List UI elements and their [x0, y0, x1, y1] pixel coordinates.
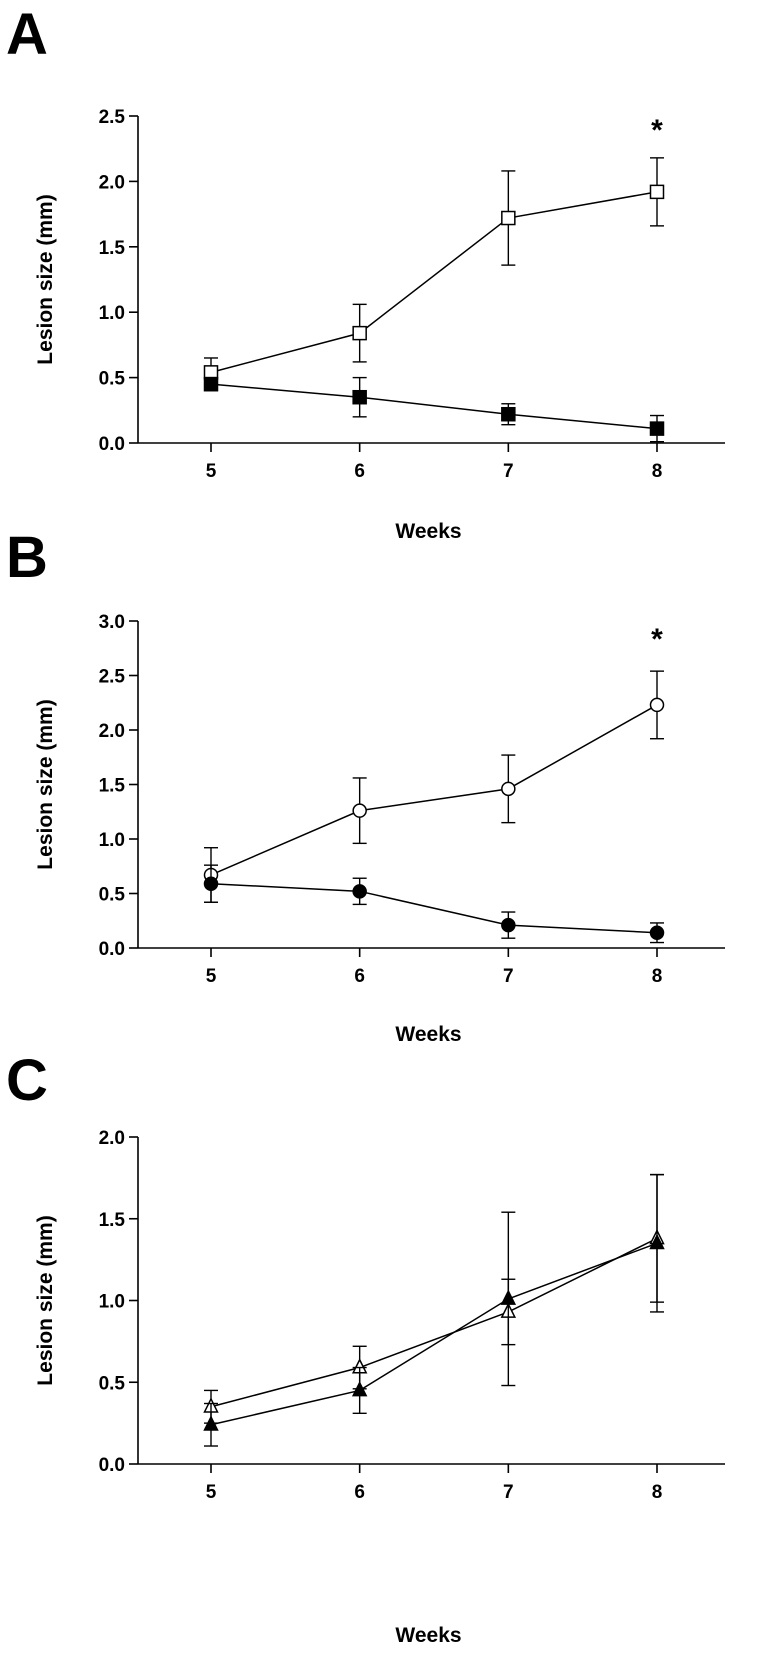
- y-tick-label: 0.5: [99, 885, 126, 906]
- y-tick-label: 1.5: [99, 238, 126, 259]
- panel-c: C 0.0 0.5 1.0 1.5 2.0 5 6 7 8 Weeks Lesion size (m…: [0, 1052, 780, 1657]
- significance-asterisk: *: [651, 114, 663, 147]
- y-tick-label: 1.5: [99, 1210, 126, 1231]
- significance-asterisk: *: [651, 623, 663, 656]
- data-point-circle: [352, 803, 367, 818]
- data-point-square: [203, 376, 219, 392]
- y-tick-label: 2.5: [99, 107, 126, 128]
- y-axis-title: Lesion size (mm): [34, 1215, 57, 1385]
- y-tick-label: 0.5: [99, 1373, 126, 1394]
- y-tick-label: 2.0: [99, 172, 125, 193]
- y-tick-label: 1.0: [99, 303, 125, 324]
- x-tick-label: 8: [652, 966, 663, 987]
- x-tick-label: 6: [354, 966, 365, 987]
- y-tick-label: 0.0: [99, 939, 125, 960]
- x-tick-label: 5: [206, 966, 217, 987]
- chart-b: 0.0 0.5 1.0 1.5 2.0 2.5 3.0 5 6 7 8 Weeks Lesion siz…: [34, 612, 725, 1046]
- y-tick-label: 1.5: [99, 776, 126, 797]
- data-point-circle: [649, 697, 665, 713]
- data-point-square: [501, 210, 516, 226]
- data-point-square: [649, 421, 665, 436]
- y-tick-label: 2.0: [99, 721, 125, 742]
- data-point-triangle: [351, 1380, 368, 1397]
- y-axis-title: Lesion size (mm): [34, 194, 57, 364]
- y-tick-label: 1.0: [99, 830, 125, 851]
- series-line: [210, 704, 658, 876]
- x-tick-label: 8: [652, 1482, 663, 1503]
- data-point-circle: [501, 781, 516, 797]
- x-tick-label: 5: [206, 461, 217, 482]
- x-tick-label: 7: [503, 461, 514, 482]
- y-tick-label: 2.5: [99, 667, 126, 688]
- series-line: [210, 882, 658, 934]
- panel-a: A 0.0 0.5 1.0 1.5 2.0 2.5 5 6 7 8 Weeks Lesion size…: [0, 0, 780, 560]
- data-point-circle: [501, 917, 516, 933]
- data-point-circle: [203, 876, 219, 891]
- y-tick-label: 2.0: [99, 1128, 125, 1149]
- y-tick-label: 3.0: [99, 612, 125, 633]
- panel-label-c: C: [6, 1048, 48, 1113]
- panel-label-a: A: [6, 2, 48, 67]
- x-tick-label: 6: [354, 1482, 365, 1503]
- x-tick-label: 6: [354, 461, 365, 482]
- y-tick-label: 0.0: [99, 434, 125, 455]
- series-line: [210, 191, 658, 374]
- x-tick-label: 8: [652, 461, 663, 482]
- series-line: [210, 1237, 658, 1408]
- data-point-square: [352, 325, 367, 341]
- series-line: [210, 1242, 658, 1426]
- y-tick-label: 0.5: [99, 369, 126, 390]
- data-point-triangle: [203, 1415, 219, 1431]
- panel-label-b: B: [6, 525, 48, 590]
- data-point-square: [352, 389, 367, 405]
- x-axis-title: Weeks: [395, 1023, 461, 1046]
- x-tick-label: 7: [503, 1482, 514, 1503]
- x-tick-label: 7: [503, 966, 514, 987]
- data-point-circle: [352, 884, 367, 899]
- data-point-triangle: [500, 1289, 517, 1305]
- chart-a: 0.0 0.5 1.0 1.5 2.0 2.5 5 6 7 8 Weeks Lesion size (…: [34, 107, 725, 543]
- data-point-circle: [649, 925, 665, 940]
- x-axis-title: Weeks: [395, 1624, 461, 1647]
- x-tick-label: 5: [206, 1482, 217, 1503]
- chart-c: 0.0 0.5 1.0 1.5 2.0 5 6 7 8 Weeks Lesion size (mm): [34, 1128, 725, 1647]
- y-axis-title: Lesion size (mm): [34, 699, 57, 869]
- data-point-triangle: [649, 1233, 665, 1250]
- data-point-square: [649, 184, 665, 200]
- y-tick-label: 0.0: [99, 1455, 125, 1476]
- data-point-square: [501, 406, 516, 422]
- panel-b: B 0.0 0.5 1.0 1.5 2.0 2.5 3.0 5 6 7 8 Weeks Lesion s…: [0, 527, 780, 1087]
- x-axis-title: Weeks: [395, 520, 461, 543]
- series-line: [210, 383, 658, 430]
- y-tick-label: 1.0: [99, 1292, 125, 1313]
